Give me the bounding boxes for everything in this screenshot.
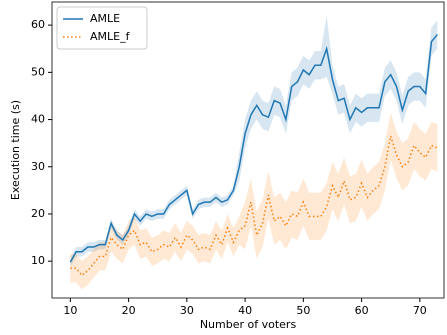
y-tick-label: 40	[31, 113, 45, 126]
x-tick-label: 50	[296, 304, 310, 317]
y-tick-label: 20	[31, 207, 45, 220]
legend-label: AMLE	[90, 12, 120, 25]
confidence-band	[70, 112, 438, 290]
series-line	[70, 135, 438, 277]
x-axis-label: Number of voters	[200, 318, 297, 331]
legend-box	[56, 6, 148, 50]
y-axis-label: Execution time (s)	[9, 100, 22, 200]
x-tick-label: 60	[355, 304, 369, 317]
x-tick-label: 70	[413, 304, 427, 317]
y-tick-label: 30	[31, 160, 45, 173]
x-tick-label: 30	[180, 304, 194, 317]
plot-frame	[51, 1, 445, 299]
confidence-band	[70, 15, 438, 267]
y-tick-label: 60	[31, 18, 45, 31]
legend-label: AMLE_f	[90, 30, 131, 43]
x-tick-label: 20	[122, 304, 136, 317]
y-tick-label: 10	[31, 254, 45, 267]
x-tick-label: 40	[238, 304, 252, 317]
series-line	[69, 34, 438, 263]
x-tick-label: 10	[63, 304, 77, 317]
y-tick-label: 50	[31, 65, 45, 78]
